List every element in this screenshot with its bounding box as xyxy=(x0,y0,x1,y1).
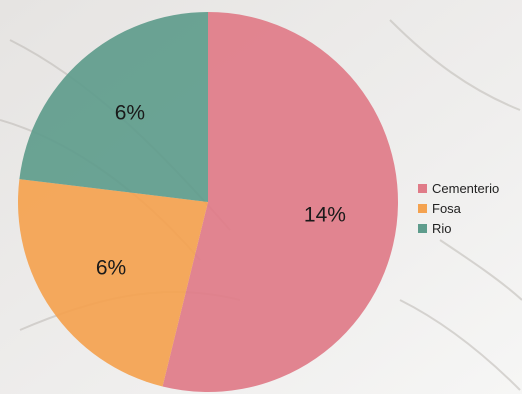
legend-label-cementerio: Cementerio xyxy=(432,180,500,196)
legend-label-fosa: Fosa xyxy=(432,200,461,216)
legend-item-cementerio: Cementerio xyxy=(418,178,499,198)
legend-swatch-rio xyxy=(418,223,427,233)
pie-group xyxy=(17,12,398,392)
pie-label-rio: 6% xyxy=(115,101,145,124)
pie-label-fosa: 6% xyxy=(96,256,126,279)
pie-label-cementerio: 14% xyxy=(304,204,346,227)
legend-item-fosa: Fosa xyxy=(418,198,499,218)
legend-swatch-fosa xyxy=(418,203,427,213)
legend: Cementerio Fosa Rio xyxy=(418,178,499,238)
pie-slice-cementerio xyxy=(162,12,398,392)
legend-item-rio: Rio xyxy=(418,218,499,238)
pie-label-group: 14% 6% 6% xyxy=(96,101,346,279)
pie-slice-rio xyxy=(19,12,208,202)
legend-label-rio: Rio xyxy=(432,220,452,236)
legend-swatch-cementerio xyxy=(418,183,427,193)
pie-slice-fosa xyxy=(17,179,209,387)
